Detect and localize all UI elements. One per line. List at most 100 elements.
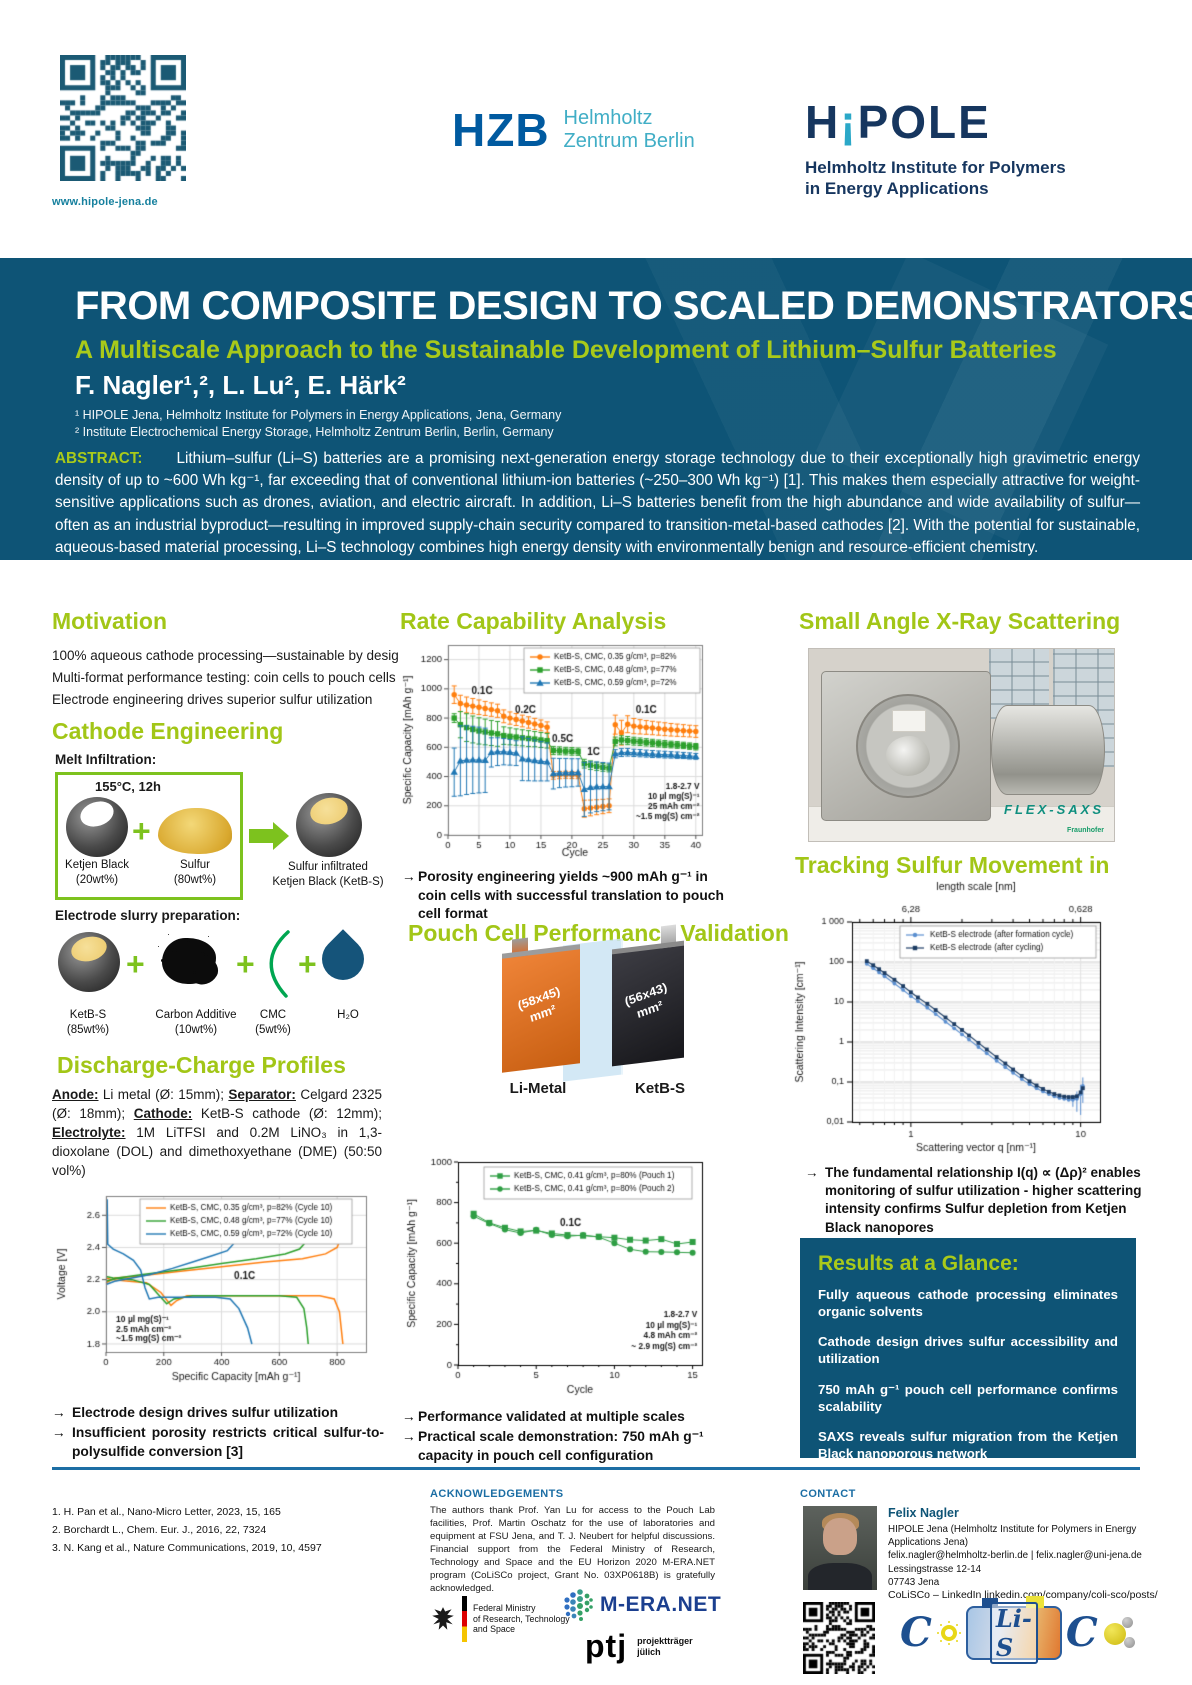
melt-temperature: 155°C, 12h — [95, 779, 161, 794]
chamber-flange — [856, 694, 960, 798]
foil-wrap — [886, 736, 930, 776]
sulfur-fill — [307, 793, 351, 829]
melt-infiltration-label: Melt Infiltration: — [55, 752, 157, 767]
ministry-logo: Federal Ministry of Research, Technology… — [430, 1596, 570, 1642]
poster-subtitle: A Multiscale Approach to the Sustainable… — [75, 336, 1057, 364]
cmc-binder-curve — [269, 930, 290, 998]
tracking-note: → The fundamental relationship I(q) ∝ (Δρ… — [805, 1164, 1145, 1237]
contact-portrait — [803, 1506, 877, 1590]
motivation-item: Electrode engineering drives superior su… — [52, 692, 373, 707]
rate-note: → Porosity engineering yields ~900 mAh g⁻… — [402, 868, 724, 924]
hipole-logo: H¡POLE Helmholtz Institute for Polymers i… — [805, 95, 1066, 200]
website-link[interactable]: www.hipole-jena.de — [52, 196, 158, 208]
colisco-linkedin-link[interactable]: CoLiSCo – LinkedIn linkedin.com/company/… — [888, 1589, 1158, 1601]
results-at-a-glance-box: Results at a Glance: Fully aqueous catho… — [800, 1238, 1136, 1461]
contact-block: Felix Nagler HIPOLE Jena (Helmholtz Inst… — [888, 1506, 1144, 1589]
slurry-caption-carbon: Carbon Additive (10wt%) — [155, 1009, 237, 1036]
plus-icon: + — [298, 946, 317, 982]
slurry-caption-cmc: CMC (5wt%) — [255, 1009, 291, 1036]
ketbs-pouch: (56x43) mm² — [612, 924, 684, 1067]
li-metal-pouch: (58x45) mm² — [502, 937, 580, 1073]
contact-city: 07743 Jena — [888, 1576, 940, 1588]
ketjen-black-caption: Ketjen Black (20wt%) — [65, 859, 129, 886]
section-title-cathode-engineering: Cathode Engineering — [52, 718, 284, 744]
colisco-letter-c2: C — [1065, 1609, 1098, 1656]
flex-saxs-label: FLEX-SAXS — [1004, 802, 1104, 817]
saxs-scattering-chart — [788, 880, 1122, 1158]
federal-eagle-icon — [432, 1607, 454, 1630]
results-item: 750 mAh g⁻¹ pouch cell performance confi… — [818, 1381, 1118, 1414]
colisco-battery-icon: Li-S — [965, 1596, 1062, 1664]
ketbs-sphere-small — [58, 932, 120, 992]
results-item: SAXS reveals sulfur migration from the K… — [818, 1428, 1118, 1462]
hzb-wordmark: HZB — [452, 104, 550, 156]
ketbs-caption: Sulfur infiltrated Ketjen Black (KetB-S) — [272, 861, 384, 888]
sulfur-caption: Sulfur (80wt%) — [173, 859, 217, 886]
arrow-icon: → — [805, 1165, 819, 1180]
abstract: ABSTRACT: Lithium–sulfur (Li–S) batteries… — [55, 448, 1140, 559]
results-item: Cathode design drives sulfur accessibili… — [818, 1334, 1118, 1367]
acknowledgements-text: The authors thank Prof. Yan Lu for acces… — [430, 1505, 715, 1594]
poster-title: FROM COMPOSITE DESIGN TO SCALED DEMONSTR… — [75, 284, 1192, 328]
carbon-additive-splat — [150, 928, 240, 1002]
pouch-bullet-2: → Practical scale demonstration: 750 mAh … — [402, 1428, 724, 1465]
contact-name: Felix Nagler — [888, 1506, 959, 1520]
hipole-i-mark: ¡ — [840, 96, 858, 148]
vacuum-chamber — [821, 671, 991, 821]
detector-tube — [991, 705, 1105, 795]
arrow-icon: → — [402, 869, 416, 884]
reference-3: 3. N. Kang et al., Nature Communications… — [52, 1542, 322, 1554]
melt-infiltration-box — [55, 772, 243, 900]
hipole-wordmark: H¡POLE — [805, 96, 991, 148]
hzb-logo: HZB Helmholtz Zentrum Berlin — [452, 103, 695, 157]
discharge-charge-chart — [50, 1186, 380, 1398]
fraunhofer-label: Fraunhofer — [1067, 827, 1104, 834]
contact-street: Lessingstrasse 12-14 — [888, 1563, 982, 1575]
plus-icon: + — [236, 946, 255, 982]
ketbs-sphere — [296, 793, 362, 857]
results-item: Fully aqueous cathode processing elimina… — [818, 1287, 1118, 1320]
section-title-motivation: Motivation — [52, 608, 167, 634]
reference-2: 2. Borchardt L., Chem. Eur. J., 2016, 22… — [52, 1524, 267, 1536]
saxs-instrument-photo: FLEX-SAXS Fraunhofer — [808, 648, 1115, 842]
plus-icon: + — [126, 946, 145, 982]
arrow-icon: → — [402, 1409, 416, 1424]
meranet-globe-icon — [564, 1589, 593, 1621]
reference-1: 1. H. Pan et al., Nano-Micro Letter, 202… — [52, 1506, 281, 1518]
arrow-icon: → — [52, 1425, 66, 1440]
rate-capability-chart — [398, 636, 710, 860]
ministry-text: Federal Ministry of Research, Technology… — [473, 1602, 570, 1635]
slurry-caption-ketbs: KetB-S (85wt%) — [66, 1009, 110, 1036]
ketbs-label: KetB-S — [634, 1080, 685, 1097]
title-banner: FROM COMPOSITE DESIGN TO SCALED DEMONSTR… — [0, 251, 1192, 560]
ptj-wordmark: ptj — [585, 1628, 628, 1664]
sample-label-card — [892, 710, 926, 732]
slurry-caption-water: H₂O — [337, 1009, 359, 1021]
section-title-discharge-charge: Discharge-Charge Profiles — [57, 1052, 346, 1078]
hipole-qr-code — [60, 55, 186, 181]
colisco-logo: C Li-S C — [900, 1596, 1138, 1664]
water-drop-icon — [313, 929, 373, 989]
hzb-name-line1: Helmholtz — [563, 107, 653, 129]
colisco-qr-code — [803, 1602, 875, 1674]
contact-title: CONTACT — [800, 1488, 856, 1500]
ketbs-pouch-dimensions: (56x43) mm² — [623, 979, 669, 1021]
motivation-item: Multi-format performance testing: coin c… — [52, 670, 396, 685]
hzb-logo-text: Helmholtz Zentrum Berlin — [564, 107, 695, 153]
discharge-bullet-2: → Insufficient porosity restricts critica… — [52, 1424, 384, 1461]
authors: F. Nagler¹,², L. Lu², E. Härk² — [75, 370, 406, 400]
cell-setup-text: Anode: Li metal (Ø: 15mm); Separator: Ce… — [52, 1087, 382, 1178]
arrow-icon: → — [402, 1429, 416, 1444]
hzb-name-line2: Zentrum Berlin — [563, 130, 695, 152]
section-title-saxs: Small Angle X-Ray Scattering — [799, 608, 1121, 634]
instrument-branding: FLEX-SAXS Fraunhofer — [1004, 801, 1104, 837]
plus-icon: + — [132, 813, 151, 849]
meranet-wordmark: M-ERA.NET — [600, 1593, 722, 1616]
li-metal-label: Li-Metal — [509, 1080, 567, 1097]
colisco-letter-c1: C — [900, 1609, 932, 1656]
contact-affiliation: HIPOLE Jena (Helmholtz Institute for Pol… — [888, 1524, 1137, 1549]
german-flag-bar — [462, 1596, 467, 1642]
contact-email[interactable]: felix.nagler@helmholtz-berlin.de | felix… — [888, 1550, 1142, 1562]
slurry-label: Electrode slurry preparation: — [55, 908, 241, 923]
